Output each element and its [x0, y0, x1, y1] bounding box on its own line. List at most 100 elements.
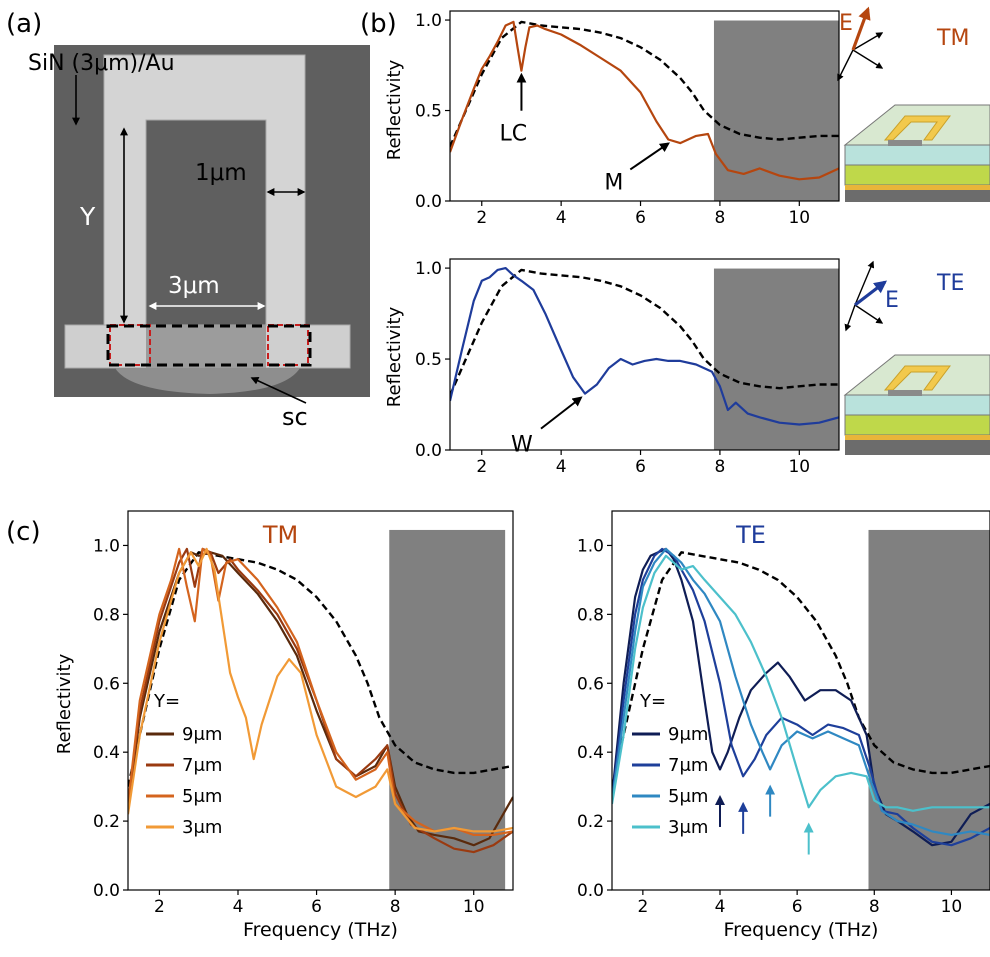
chart-b-te-ytick-label: 1.0 — [415, 259, 442, 279]
sem-image: Y 1μm 3μm sc — [54, 45, 370, 431]
chart-c-tm-legend-label-4: 3μm — [182, 817, 222, 838]
chart-c-tm-legend-label-1: 9μm — [182, 724, 222, 745]
chart-c-tm-xtick-label: 6 — [311, 897, 322, 917]
chart-b-tm-xtick-label: 8 — [715, 208, 726, 228]
chart-b-te-xtick-label: 6 — [635, 457, 646, 477]
sem-gap-box — [106, 324, 312, 367]
chart-b-tm-ytick-label: 0.5 — [415, 102, 442, 122]
chart-c-tm-ytick-label: 0.8 — [93, 605, 120, 625]
tm-axis-1 — [852, 32, 884, 51]
tm-axis-3 — [837, 49, 854, 82]
chart-c-tm-xtick-label: 10 — [463, 897, 485, 917]
chart-c-te-shaded-region — [868, 529, 990, 890]
tm-device-resonator — [883, 115, 951, 141]
chart-c-te-xtick-label: 8 — [869, 897, 880, 917]
chart-b-tm-ylabel: Reflectivity — [384, 59, 405, 160]
tm-device-gap — [888, 140, 922, 146]
chart-b-tm-xtick-label: 10 — [788, 208, 810, 228]
te-device-gold — [845, 435, 990, 440]
chart-c-tm-series-line-4 — [128, 547, 513, 833]
sem-width-label: 1μm — [195, 160, 247, 186]
te-axis-2 — [854, 304, 884, 324]
tm-device-gold — [845, 185, 990, 190]
te-device-layer-1 — [844, 394, 990, 416]
tm-label: TM — [936, 26, 969, 51]
te-device-sketch — [843, 354, 990, 455]
te-device-top — [843, 354, 990, 396]
chart-c-te-series-line-4 — [612, 554, 990, 812]
chart-b-te-annotation-arrow-0 — [540, 396, 583, 430]
chart-b-te-ytick-label: 0.0 — [415, 441, 442, 461]
chart-c-te-ytick-label: 0.4 — [577, 743, 604, 763]
chart-b-te-xtick-label: 2 — [476, 457, 487, 477]
chart-c-tm-ytick-label: 1.0 — [93, 536, 120, 556]
chart-b-te-shaded-region — [713, 268, 839, 450]
chart-c-tm-xtick-label: 4 — [233, 897, 244, 917]
sem-sc-arrow — [250, 377, 307, 404]
te-device-resonator — [883, 365, 951, 391]
chart-b-tm-reference-line — [450, 20, 839, 148]
chart-c-te-legend-label-1: 9μm — [668, 724, 708, 745]
panel-label-a: (a) — [6, 9, 42, 39]
sem-semiconductor — [115, 368, 300, 394]
chart-c-te-legend-label-2: 7μm — [668, 755, 708, 776]
chart-c-tm-legend-label-2: 7μm — [182, 755, 222, 776]
chart-c-tm-ytick-label: 0.4 — [93, 743, 120, 763]
te-axis-1 — [854, 260, 875, 306]
chart-c-te-series-line-2 — [612, 547, 990, 847]
chart-c-te-ytick-label: 0.2 — [577, 812, 604, 832]
chart-c-tm: 2 4 6 8 10 0.0 0.2 0.4 0.6 0.8 1.0 Frequency (THz) T… — [54, 510, 514, 941]
tm-axis-2 — [852, 49, 884, 69]
chart-c-te-ytick-label: 0.6 — [577, 674, 604, 694]
chart-c-tm-xtick-label: 2 — [154, 897, 165, 917]
chart-c-te-xtick-label: 6 — [792, 897, 803, 917]
chart-b-tm-xtick-label: 4 — [556, 208, 567, 228]
te-device-layer-2 — [844, 414, 990, 436]
chart-b-tm-annotation-arrow-1 — [629, 142, 670, 171]
tm-device-substrate — [845, 190, 990, 202]
chart-b-te-ytick-label: 0.5 — [415, 350, 442, 370]
panel-label-c: (c) — [6, 517, 41, 547]
chart-c-te: 2 4 6 8 10 0.0 0.2 0.4 0.6 0.8 1.0 Frequency (THz) T… — [577, 510, 990, 941]
chart-c-te-ytick-label: 1.0 — [577, 536, 604, 556]
chart-b-te-reference-line — [450, 268, 839, 396]
chart-b-tm-measured-line — [450, 20, 839, 181]
chart-c-te-xtick-label: 4 — [715, 897, 726, 917]
te-polarization-diagram: E TE — [844, 260, 964, 332]
chart-c-te-frame — [611, 510, 990, 891]
tm-device-top — [843, 104, 990, 146]
tm-polarization-diagram: E TM — [837, 6, 969, 82]
chart-b-tm-xtick-label: 6 — [635, 208, 646, 228]
sem-y-label: Y — [79, 202, 96, 231]
chart-b-te-ylabel: Reflectivity — [384, 306, 405, 407]
chart-c-tm-ytick-label: 0.0 — [93, 881, 120, 901]
chart-b-te-measured-line — [450, 267, 839, 426]
chart-b-tm-ytick-label: 1.0 — [415, 11, 442, 31]
sem-sc-label: sc — [282, 403, 308, 431]
panel-label-b: (b) — [360, 9, 397, 39]
chart-c-te-xlabel: Frequency (THz) — [724, 919, 879, 941]
chart-c-tm-ytick-label: 0.6 — [93, 674, 120, 694]
chart-c-tm-xtick-label: 8 — [390, 897, 401, 917]
chart-c-te-xtick-label: 10 — [941, 897, 963, 917]
chart-b-te-xtick-label: 8 — [715, 457, 726, 477]
chart-c-tm-ytick-label: 0.2 — [93, 812, 120, 832]
chart-c-tm-legend-label-3: 5μm — [182, 786, 222, 807]
sem-gap-label: 3μm — [168, 273, 220, 299]
te-e-label: E — [885, 288, 899, 313]
chart-c-tm-reference-line — [128, 551, 513, 787]
chart-c-tm-series-line-3 — [128, 547, 513, 836]
te-device-substrate — [845, 440, 990, 455]
chart-b-tm-frame — [449, 10, 840, 202]
te-axis-3 — [844, 304, 856, 332]
chart-c-te-ytick-label: 0.0 — [577, 881, 604, 901]
chart-b-te-xtick-label: 10 — [788, 457, 810, 477]
chart-c-tm-xlabel: Frequency (THz) — [243, 919, 398, 941]
chart-c-te-ytick-label: 0.8 — [577, 605, 604, 625]
chart-c-tm-title: TM — [262, 521, 298, 549]
chart-c-te-legend-label-4: 3μm — [668, 817, 708, 838]
chart-c-tm-legend-title: Y= — [153, 691, 180, 712]
te-e-field-arrow — [854, 280, 888, 307]
te-label: TE — [936, 271, 964, 296]
